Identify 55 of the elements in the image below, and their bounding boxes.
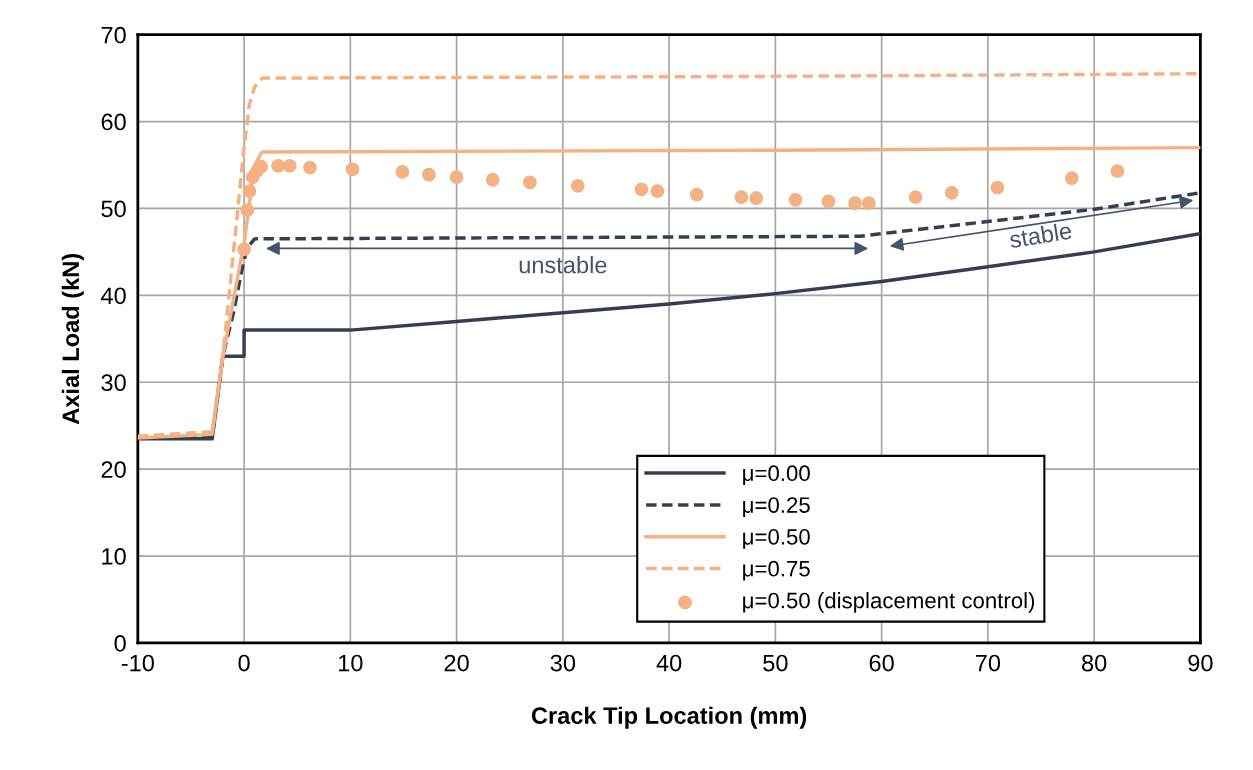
- x-tick-label: 60: [869, 654, 894, 672]
- point: [734, 190, 749, 205]
- x-tick-label: 40: [656, 654, 682, 672]
- legend-label: μ=0.75: [743, 560, 810, 581]
- x-tick-label: 70: [975, 654, 1001, 672]
- y-axis-title: Axial Load (kN): [61, 254, 84, 425]
- point: [485, 172, 500, 187]
- point: [237, 242, 251, 257]
- point: [749, 191, 764, 205]
- x-tick-label: 0: [238, 654, 250, 672]
- point: [689, 187, 704, 202]
- point: [422, 167, 436, 182]
- y-tick-label: 60: [101, 113, 126, 131]
- x-tick-label: 20: [444, 654, 469, 672]
- x-tick-label: 50: [763, 654, 788, 672]
- y-tick-label: 70: [101, 26, 126, 44]
- legend-label: μ=0.00: [743, 465, 810, 486]
- point: [242, 184, 257, 198]
- point: [861, 196, 876, 211]
- point: [523, 175, 537, 190]
- point: [990, 180, 1005, 195]
- point: [282, 158, 297, 173]
- legend-label: μ=0.50: [743, 528, 810, 549]
- legend-label: μ=0.50 (displacement control): [743, 592, 1035, 613]
- y-tick-label: 50: [101, 200, 126, 218]
- x-tick-label: 30: [550, 654, 576, 672]
- point: [240, 203, 255, 218]
- x-tick-label: 90: [1188, 654, 1213, 672]
- point: [271, 158, 285, 173]
- y-tick-label: 30: [101, 374, 126, 392]
- point: [303, 160, 317, 175]
- annotation: stable: [1008, 221, 1073, 249]
- point: [1064, 171, 1079, 185]
- x-tick-label: 10: [339, 654, 363, 672]
- annotation: unstable: [519, 256, 607, 274]
- point: [449, 170, 464, 185]
- point: [650, 184, 665, 198]
- point: [944, 185, 959, 200]
- legend-label: μ=0.25: [743, 497, 810, 517]
- x-tick-label: 80: [1082, 654, 1107, 672]
- y-tick-label: 0: [114, 635, 126, 652]
- point: [1110, 164, 1125, 178]
- y-tick-label: 20: [101, 461, 126, 478]
- point: [570, 178, 585, 193]
- point: [634, 182, 649, 197]
- y-tick-label: 40: [101, 287, 126, 305]
- point: [395, 165, 410, 179]
- x-axis-title: Crack Tip Location (mm): [531, 706, 807, 729]
- point: [345, 162, 360, 177]
- x-tick-label: -10: [121, 654, 154, 672]
- point: [848, 196, 862, 211]
- point: [908, 190, 923, 205]
- y-tick-label: 10: [102, 548, 126, 565]
- point: [788, 192, 803, 207]
- point: [821, 194, 836, 209]
